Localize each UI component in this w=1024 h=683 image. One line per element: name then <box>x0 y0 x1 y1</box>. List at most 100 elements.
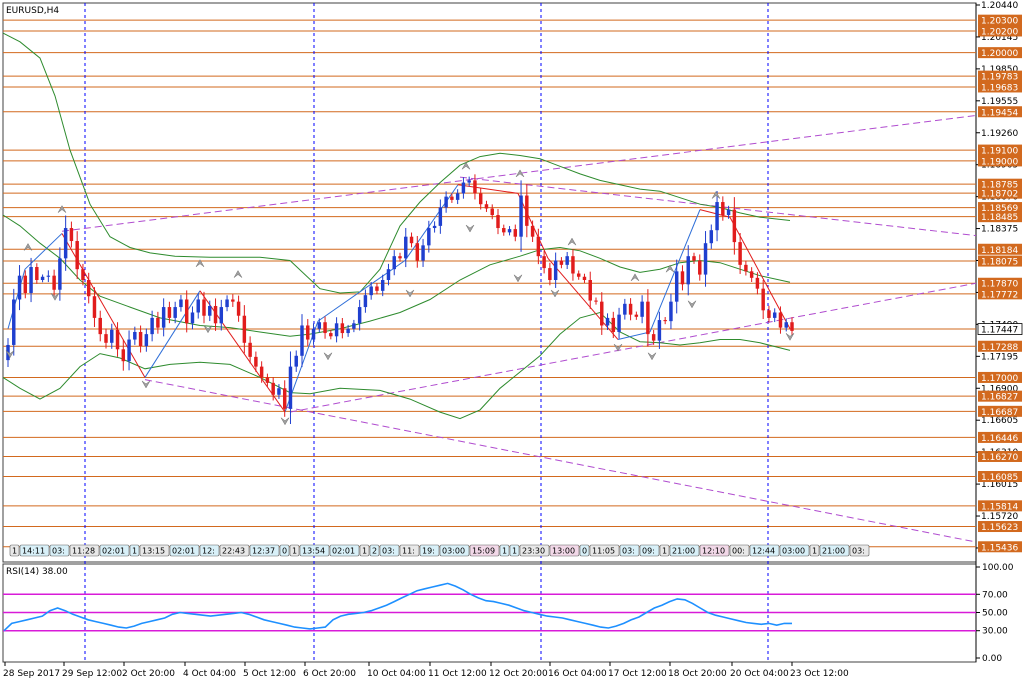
current-price-box <box>977 323 1023 335</box>
bear-candle <box>409 236 414 244</box>
fractal-down-arrow <box>280 417 290 426</box>
bull-candle <box>421 245 425 261</box>
level-label: 1.20000 <box>981 49 1018 59</box>
rsi-line <box>3 582 792 632</box>
time-label-text: 03: <box>52 547 65 556</box>
bear-candle <box>692 256 696 261</box>
level-box <box>978 14 1022 26</box>
chart-title: EURUSD,H4 <box>6 6 59 16</box>
level-box <box>978 340 1022 352</box>
rsi-axis: 100.00 70.00 50.00 30.00 0.00 <box>976 563 1014 664</box>
time-label-text: 21:00 <box>822 547 845 556</box>
bull-candle <box>352 323 356 329</box>
bear-candle <box>749 271 754 278</box>
bear-candle <box>513 229 518 237</box>
level-label: 1.18702 <box>981 190 1018 200</box>
time-label-text: 1 <box>662 547 667 556</box>
bear-candle <box>738 242 742 265</box>
trend-line <box>144 379 977 543</box>
level-label: 1.17772 <box>981 290 1018 300</box>
time-label-box <box>49 544 70 557</box>
band-curves <box>2 32 791 420</box>
level-label: 1.17288 <box>981 343 1018 353</box>
level-box <box>978 450 1022 462</box>
time-label-box <box>779 544 810 557</box>
level-box <box>978 178 1022 190</box>
level-box <box>978 70 1022 82</box>
bear-candle <box>484 204 489 209</box>
fractal-up-arrow <box>515 169 525 178</box>
bear-candle <box>35 267 39 280</box>
bull-candle <box>726 209 731 216</box>
bear-candle <box>81 269 85 280</box>
bull-candle <box>565 256 569 265</box>
time-label-text: 11:05 <box>592 547 615 556</box>
bear-candle <box>69 228 74 242</box>
bear-candle <box>415 243 420 261</box>
level-box <box>978 25 1022 37</box>
level-box <box>978 405 1022 417</box>
bear-candle <box>329 333 333 337</box>
fractal-down-arrow <box>50 293 60 301</box>
time-label-text: 1 <box>812 547 817 556</box>
bull-candle <box>208 305 212 316</box>
time-label-text: 13:54 <box>302 547 325 556</box>
time-label-text: 03:00 <box>782 547 805 556</box>
bull-candle <box>427 228 431 246</box>
bull-candle <box>455 193 460 200</box>
bear-candle <box>530 225 535 237</box>
time-label-box <box>249 544 280 557</box>
fractal-down-arrow <box>647 352 657 361</box>
time-label-box <box>299 544 330 557</box>
bull-candle <box>438 207 443 226</box>
bull-candle <box>703 243 708 275</box>
bull-candle <box>404 236 408 259</box>
bull-candle <box>127 339 131 362</box>
time-label-box <box>439 544 470 557</box>
price-tick-label: 1.19555 <box>981 97 1018 107</box>
time-tick-label: 4 Oct 04:00 <box>183 669 236 679</box>
bull-candle <box>150 317 154 335</box>
bear-candle <box>98 317 102 335</box>
fractal-up-arrow <box>233 270 243 278</box>
bull-candle <box>133 331 137 340</box>
time-label-text: 13:15 <box>142 547 165 556</box>
bull-candle <box>317 322 322 329</box>
bear-candle <box>213 305 218 324</box>
time-label-box <box>589 544 620 557</box>
level-label: 1.15814 <box>981 502 1018 512</box>
bear-candle <box>588 280 592 301</box>
level-label: 1.19100 <box>981 147 1018 157</box>
level-label: 1.20300 <box>981 17 1018 27</box>
time-label-text: 1 <box>502 547 507 556</box>
fractal-down-arrow <box>785 333 795 341</box>
time-label-text: 2 <box>372 547 377 556</box>
level-box <box>978 106 1022 118</box>
price-tick-label: 1.15720 <box>981 512 1018 522</box>
level-box <box>978 390 1022 402</box>
fractal-up-arrow <box>630 273 640 282</box>
time-label-text: 02:01 <box>332 547 355 556</box>
bear-candle <box>525 195 529 226</box>
time-tick-label: 10 Oct 04:00 <box>367 669 426 679</box>
rsi-tick-label: 50.00 <box>982 609 1008 619</box>
time-label-box <box>169 544 200 557</box>
bull-candle <box>386 269 391 280</box>
bear-candle <box>778 312 783 328</box>
price-tick-label: 1.18375 <box>981 225 1018 235</box>
time-label-text: 02:01 <box>102 547 125 556</box>
time-label-text: 12: <box>202 547 215 556</box>
price-tick-label: 1.20440 <box>981 1 1018 11</box>
bear-candle <box>184 299 189 324</box>
bear-candle <box>721 202 725 216</box>
bull-candle <box>144 334 149 347</box>
time-label-box <box>129 544 140 557</box>
zigzag-segment <box>617 331 651 341</box>
time-label-box <box>329 544 360 557</box>
time-label-box <box>809 544 820 557</box>
fractal-down-arrow <box>323 352 333 361</box>
bear-candle <box>790 322 794 331</box>
bull-candle <box>444 196 448 208</box>
bear-candle <box>473 180 477 194</box>
time-label-text: 0 <box>282 547 287 556</box>
